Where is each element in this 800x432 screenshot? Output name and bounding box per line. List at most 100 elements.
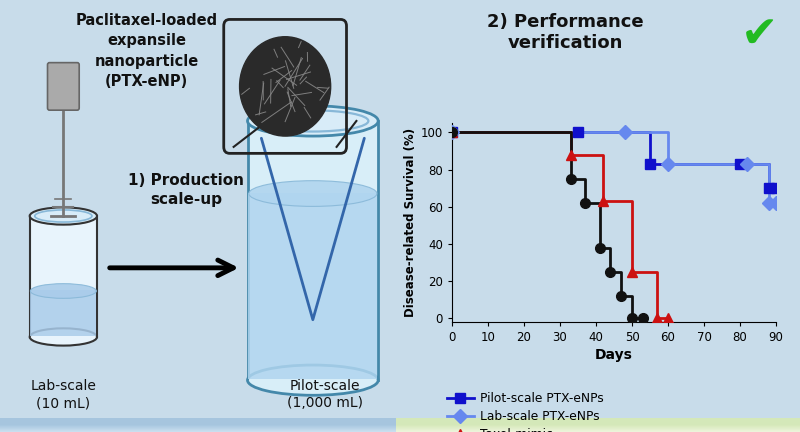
Bar bbox=[0, 419, 396, 426]
Bar bbox=[396, 419, 800, 426]
Bar bbox=[0, 422, 396, 429]
Bar bbox=[396, 421, 800, 428]
Bar bbox=[396, 420, 800, 428]
Bar bbox=[396, 421, 800, 428]
Bar bbox=[396, 419, 800, 426]
Bar bbox=[0, 420, 396, 427]
Bar bbox=[396, 420, 800, 427]
Bar bbox=[0, 419, 396, 426]
Bar bbox=[0, 424, 396, 431]
Bar bbox=[0, 422, 396, 429]
Bar bbox=[0, 422, 396, 429]
Bar bbox=[0, 422, 396, 429]
Bar bbox=[396, 423, 800, 430]
Text: Lab-scale
(10 mL): Lab-scale (10 mL) bbox=[30, 379, 96, 410]
Bar bbox=[396, 418, 800, 426]
Bar bbox=[396, 420, 800, 427]
Bar bbox=[0, 425, 396, 432]
Bar bbox=[396, 421, 800, 428]
Bar bbox=[0, 423, 396, 430]
Bar bbox=[0, 422, 396, 430]
Bar bbox=[396, 422, 800, 429]
Bar bbox=[396, 418, 800, 425]
Bar bbox=[396, 422, 800, 429]
Bar bbox=[0, 419, 396, 426]
Bar bbox=[0, 419, 396, 426]
Bar bbox=[396, 424, 800, 432]
FancyBboxPatch shape bbox=[47, 63, 79, 110]
Bar bbox=[0, 421, 396, 429]
Bar bbox=[0, 423, 396, 430]
Bar bbox=[396, 421, 800, 429]
Bar bbox=[396, 425, 800, 432]
Bar bbox=[396, 422, 800, 429]
Bar bbox=[0, 420, 396, 427]
Bar bbox=[0, 420, 396, 428]
Bar bbox=[30, 290, 96, 336]
Bar bbox=[0, 422, 396, 429]
Bar bbox=[396, 418, 800, 425]
Bar bbox=[0, 425, 396, 432]
Bar bbox=[396, 424, 800, 431]
Text: Paclitaxel-loaded
expansile
nanoparticle
(PTX-eNP): Paclitaxel-loaded expansile nanoparticle… bbox=[75, 13, 218, 89]
Text: 1) Production
scale-up: 1) Production scale-up bbox=[128, 173, 244, 207]
Bar bbox=[0, 423, 396, 430]
Bar bbox=[247, 121, 378, 380]
Bar bbox=[0, 419, 396, 427]
Bar bbox=[396, 423, 800, 430]
Bar bbox=[0, 424, 396, 432]
Bar bbox=[0, 421, 396, 428]
Bar bbox=[0, 423, 396, 431]
Bar bbox=[396, 421, 800, 428]
Bar bbox=[0, 418, 396, 425]
Bar bbox=[396, 425, 800, 432]
Bar bbox=[396, 419, 800, 427]
Bar bbox=[396, 424, 800, 431]
Bar bbox=[396, 422, 800, 430]
Bar bbox=[396, 419, 800, 426]
Bar bbox=[0, 422, 396, 429]
Ellipse shape bbox=[247, 106, 378, 136]
Bar bbox=[0, 424, 396, 431]
Bar bbox=[396, 424, 800, 431]
Bar bbox=[0, 420, 396, 427]
Text: 2) Performance
verification: 2) Performance verification bbox=[487, 13, 644, 52]
Bar bbox=[0, 418, 396, 425]
Text: Pilot-scale
(1,000 mL): Pilot-scale (1,000 mL) bbox=[286, 379, 362, 410]
Bar bbox=[396, 424, 800, 431]
Bar bbox=[0, 422, 396, 429]
Ellipse shape bbox=[249, 181, 377, 206]
Bar bbox=[396, 421, 800, 428]
Bar bbox=[0, 425, 396, 432]
Ellipse shape bbox=[30, 207, 97, 225]
Bar bbox=[0, 424, 396, 431]
Bar bbox=[396, 419, 800, 426]
Legend: Pilot-scale PTX-eNPs, Lab-scale PTX-eNPs, Taxol-mimic, Saline: Pilot-scale PTX-eNPs, Lab-scale PTX-eNPs… bbox=[442, 388, 609, 432]
Bar bbox=[0, 419, 396, 427]
Bar bbox=[396, 423, 800, 430]
Bar bbox=[396, 419, 800, 426]
Bar bbox=[396, 422, 800, 429]
Bar bbox=[396, 418, 800, 425]
Bar bbox=[396, 424, 800, 431]
Bar bbox=[396, 418, 800, 426]
Bar bbox=[0, 420, 396, 428]
Bar bbox=[396, 424, 800, 432]
Bar bbox=[0, 419, 396, 427]
Bar bbox=[0, 421, 396, 428]
Bar bbox=[396, 420, 800, 428]
Bar bbox=[0, 424, 396, 432]
Ellipse shape bbox=[247, 365, 378, 395]
Bar bbox=[396, 421, 800, 429]
Bar bbox=[0, 424, 396, 432]
Ellipse shape bbox=[30, 328, 97, 346]
Bar bbox=[396, 419, 800, 427]
Bar bbox=[396, 422, 800, 430]
Bar bbox=[0, 419, 396, 426]
Bar bbox=[0, 419, 396, 426]
Bar bbox=[0, 421, 396, 429]
Bar bbox=[396, 423, 800, 430]
Bar bbox=[0, 422, 396, 429]
Bar bbox=[0, 421, 396, 428]
Bar bbox=[0, 423, 396, 431]
